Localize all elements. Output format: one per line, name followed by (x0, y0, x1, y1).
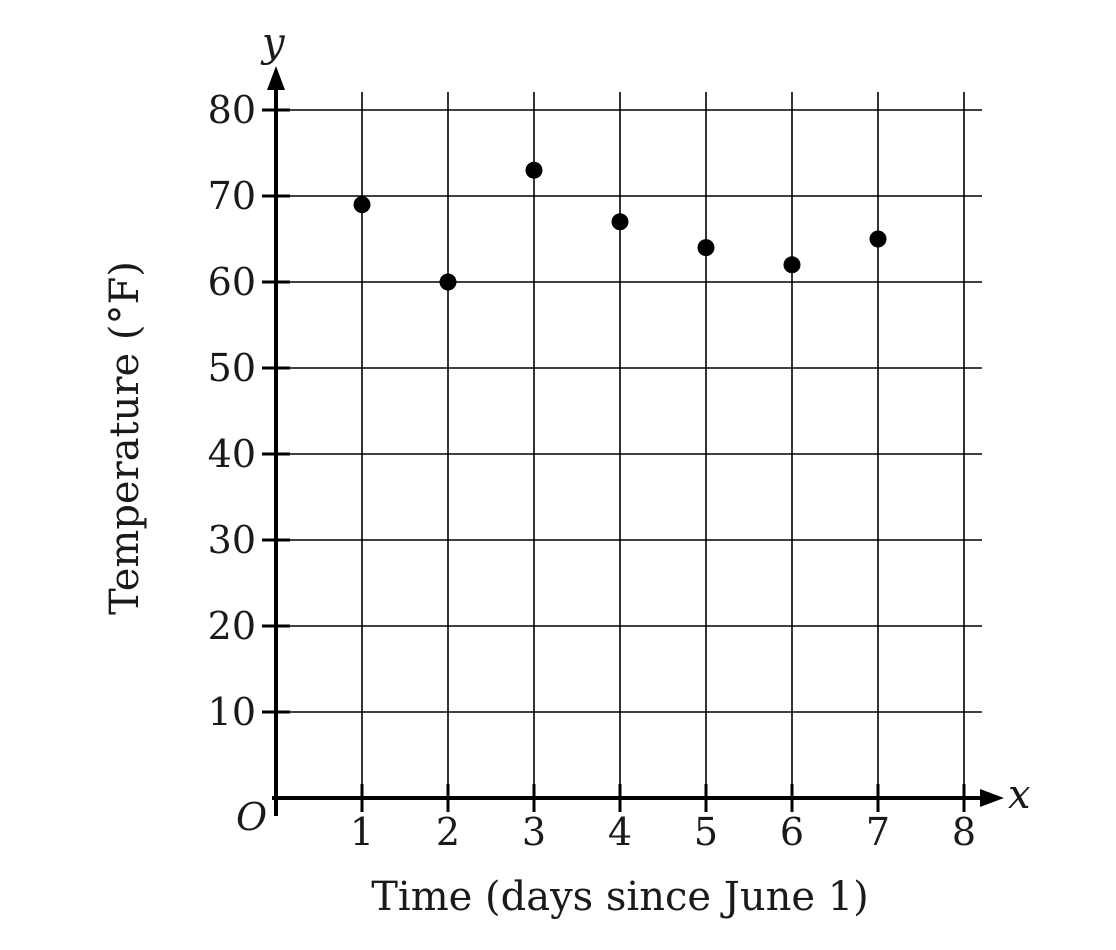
x-axis-arrow (980, 789, 1004, 807)
y-tick-label: 20 (208, 604, 256, 648)
y-axis-arrow (267, 66, 285, 90)
x-tick-label: 8 (952, 810, 976, 854)
data-points (353, 161, 887, 291)
data-point (869, 230, 887, 248)
data-point (697, 239, 715, 257)
y-tick-label: 10 (208, 690, 256, 734)
y-axis-title: Temperature (°F) (102, 261, 148, 615)
x-tick-label: 5 (694, 810, 718, 854)
x-tick-label: 2 (436, 810, 460, 854)
axes (267, 66, 1004, 816)
x-tick-label: 3 (522, 810, 546, 854)
y-tick-label: 60 (208, 260, 256, 304)
y-tick-label: 40 (208, 432, 256, 476)
x-axis-variable: x (1008, 772, 1031, 818)
data-point (611, 213, 629, 231)
y-tick-label: 50 (208, 346, 256, 390)
origin-label: O (236, 795, 267, 839)
y-tick-label: 70 (208, 174, 256, 218)
x-tick-label: 4 (608, 810, 632, 854)
y-tick-label: 80 (208, 88, 256, 132)
y-tick-label: 30 (208, 518, 256, 562)
data-point (783, 256, 801, 274)
data-point (353, 196, 371, 214)
x-axis-title: Time (days since June 1) (371, 874, 869, 920)
data-point (525, 161, 543, 179)
y-axis-variable: y (260, 20, 286, 66)
x-tick-label: 7 (866, 810, 890, 854)
x-tick-label: 1 (350, 810, 374, 854)
x-tick-label: 6 (780, 810, 804, 854)
data-point (439, 273, 457, 291)
grid (276, 92, 982, 798)
ticks: 10 20 30 40 50 60 70 80 1 2 3 4 5 6 7 8 (208, 88, 976, 854)
